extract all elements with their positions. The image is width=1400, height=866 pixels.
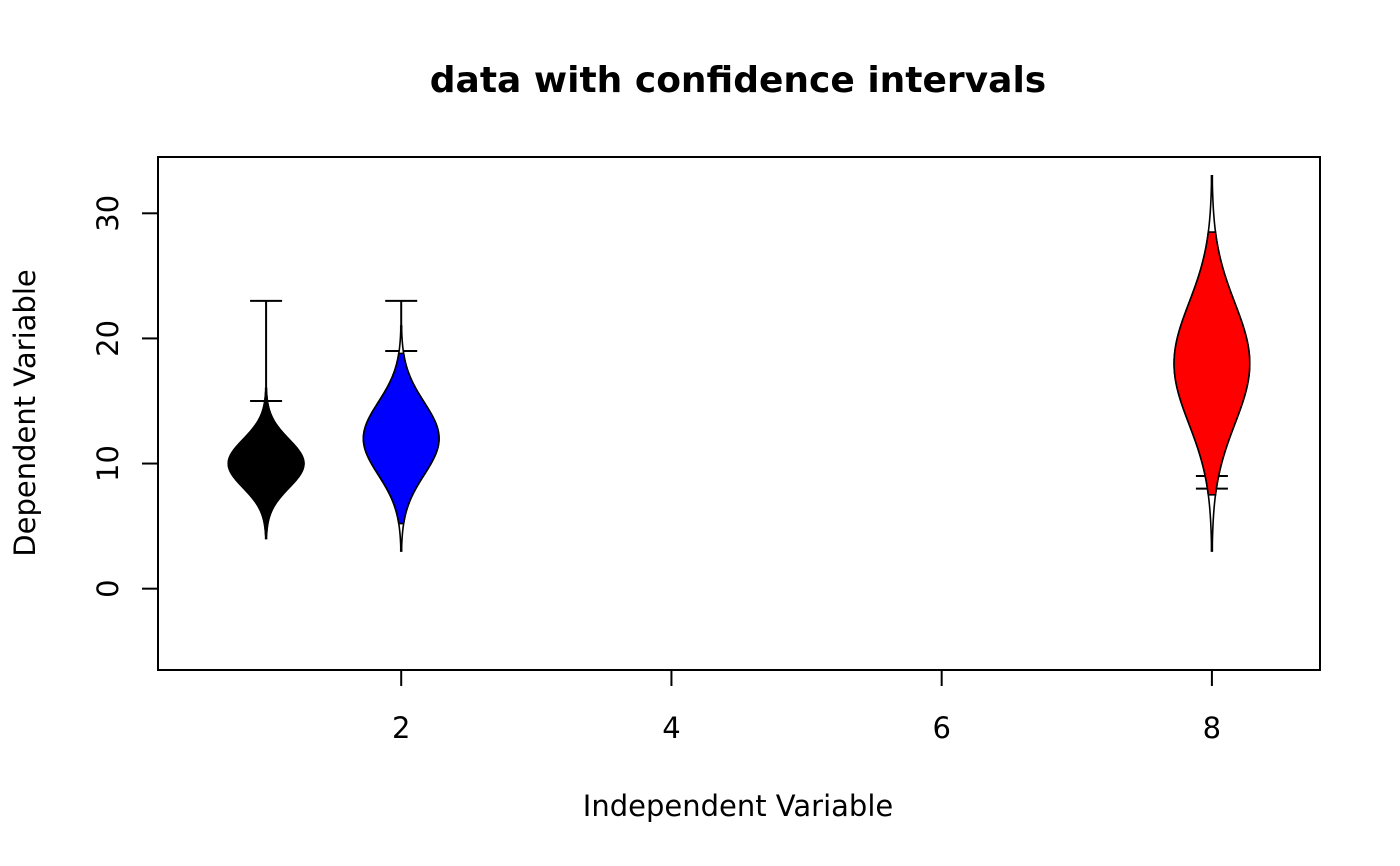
x-tick-label: 2 [392,711,410,745]
plot-frame [157,156,1321,671]
x-tick-label: 4 [662,711,680,745]
y-tick-label: 20 [91,320,125,357]
violin-group-1 [227,299,305,540]
y-tick-label: 10 [91,445,125,482]
violin-group-2 [362,299,440,552]
violin-group-container [227,174,1251,552]
violin-ci-fill [362,352,440,525]
chart-title: data with confidence intervals [430,60,1046,101]
violin-ci-fill [1173,231,1251,496]
x-tick-label: 8 [1203,711,1221,745]
x-axis: 2 4 6 8 [392,669,1221,745]
y-tick-label: 0 [91,579,125,597]
y-axis: 0 10 20 30 [91,195,159,598]
violin-group-3 [1173,174,1251,552]
y-axis-label: Dependent Variable [8,269,42,556]
y-tick-label: 30 [91,195,125,232]
x-axis-label: Independent Variable [583,789,893,823]
x-tick-label: 6 [932,711,950,745]
violin-ci-fill [227,391,305,536]
